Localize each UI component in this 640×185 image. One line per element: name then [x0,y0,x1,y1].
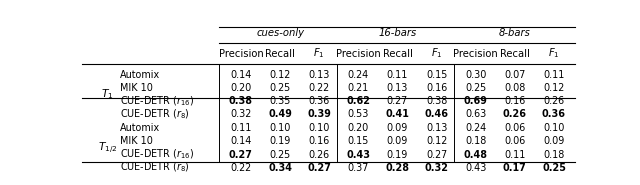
Text: 0.22: 0.22 [230,163,252,173]
Text: 0.13: 0.13 [308,70,330,80]
Text: 0.27: 0.27 [426,149,447,159]
Text: Recall: Recall [500,48,530,58]
Text: 0.14: 0.14 [230,136,252,147]
Text: 0.07: 0.07 [504,70,525,80]
Text: 0.16: 0.16 [426,83,447,93]
Text: 0.08: 0.08 [504,83,525,93]
Text: 0.36: 0.36 [308,96,330,106]
Text: $F_1$: $F_1$ [548,47,560,60]
Text: 0.26: 0.26 [503,109,527,119]
Text: 0.26: 0.26 [543,96,564,106]
Text: 0.39: 0.39 [307,109,331,119]
Text: Precision: Precision [218,48,263,58]
Text: 0.13: 0.13 [426,123,447,133]
Text: 0.19: 0.19 [269,136,291,147]
Text: 0.41: 0.41 [385,109,410,119]
Text: 0.11: 0.11 [543,70,564,80]
Text: 0.11: 0.11 [504,149,525,159]
Text: MIK 10: MIK 10 [120,136,152,147]
Text: 0.43: 0.43 [346,149,371,159]
Text: 0.35: 0.35 [269,96,291,106]
Text: Precision: Precision [453,48,498,58]
Text: 0.16: 0.16 [504,96,525,106]
Text: $T_{1/2}$: $T_{1/2}$ [97,140,117,156]
Text: 0.28: 0.28 [385,163,410,173]
Text: 0.16: 0.16 [308,136,330,147]
Text: 0.32: 0.32 [424,163,449,173]
Text: CUE-DETR ($r_8$): CUE-DETR ($r_8$) [120,161,189,174]
Text: 0.32: 0.32 [230,109,252,119]
Text: 0.69: 0.69 [464,96,488,106]
Text: 0.09: 0.09 [543,136,564,147]
Text: 0.18: 0.18 [465,136,486,147]
Text: 8-bars: 8-bars [499,28,531,38]
Text: 0.15: 0.15 [426,70,447,80]
Text: 0.13: 0.13 [387,83,408,93]
Text: 0.25: 0.25 [542,163,566,173]
Text: 0.12: 0.12 [543,83,564,93]
Text: CUE-DETR ($r_{16}$): CUE-DETR ($r_{16}$) [120,94,194,108]
Text: 0.19: 0.19 [387,149,408,159]
Text: 0.18: 0.18 [543,149,564,159]
Text: $F_1$: $F_1$ [314,47,325,60]
Text: $T_1$: $T_1$ [101,88,113,101]
Text: 0.10: 0.10 [308,123,330,133]
Text: 0.12: 0.12 [269,70,291,80]
Text: cues-only: cues-only [256,28,304,38]
Text: CUE-DETR ($r_{16}$): CUE-DETR ($r_{16}$) [120,148,194,161]
Text: 0.38: 0.38 [229,96,253,106]
Text: 0.26: 0.26 [308,149,330,159]
Text: Precision: Precision [336,48,381,58]
Text: 0.09: 0.09 [387,123,408,133]
Text: Recall: Recall [383,48,412,58]
Text: 0.25: 0.25 [465,83,486,93]
Text: 0.12: 0.12 [426,136,447,147]
Text: 0.06: 0.06 [504,123,525,133]
Text: 0.06: 0.06 [504,136,525,147]
Text: 0.17: 0.17 [503,163,527,173]
Text: 0.36: 0.36 [542,109,566,119]
Text: 0.15: 0.15 [348,136,369,147]
Text: 0.20: 0.20 [230,83,252,93]
Text: 0.21: 0.21 [348,83,369,93]
Text: 0.63: 0.63 [465,109,486,119]
Text: 0.24: 0.24 [465,123,486,133]
Text: 0.22: 0.22 [308,83,330,93]
Text: Automix: Automix [120,123,160,133]
Text: 0.49: 0.49 [268,109,292,119]
Text: 0.30: 0.30 [465,70,486,80]
Text: 0.37: 0.37 [348,163,369,173]
Text: 0.10: 0.10 [543,123,564,133]
Text: 0.34: 0.34 [268,163,292,173]
Text: Recall: Recall [265,48,295,58]
Text: 0.10: 0.10 [269,123,291,133]
Text: 0.27: 0.27 [229,149,253,159]
Text: 0.25: 0.25 [269,83,291,93]
Text: 0.14: 0.14 [230,70,252,80]
Text: 0.38: 0.38 [426,96,447,106]
Text: 16-bars: 16-bars [378,28,417,38]
Text: 0.20: 0.20 [348,123,369,133]
Text: 0.53: 0.53 [348,109,369,119]
Text: 0.25: 0.25 [269,149,291,159]
Text: 0.11: 0.11 [230,123,252,133]
Text: MIK 10: MIK 10 [120,83,152,93]
Text: 0.48: 0.48 [464,149,488,159]
Text: 0.27: 0.27 [307,163,331,173]
Text: 0.43: 0.43 [465,163,486,173]
Text: 0.62: 0.62 [346,96,371,106]
Text: 0.09: 0.09 [387,136,408,147]
Text: CUE-DETR ($r_8$): CUE-DETR ($r_8$) [120,107,189,121]
Text: 0.24: 0.24 [348,70,369,80]
Text: 0.46: 0.46 [424,109,449,119]
Text: Automix: Automix [120,70,160,80]
Text: 0.27: 0.27 [387,96,408,106]
Text: $F_1$: $F_1$ [431,47,442,60]
Text: 0.11: 0.11 [387,70,408,80]
